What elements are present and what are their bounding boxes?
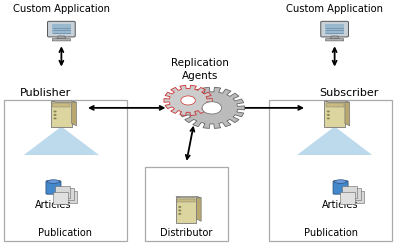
Circle shape: [178, 209, 181, 211]
FancyBboxPatch shape: [346, 188, 361, 200]
FancyBboxPatch shape: [321, 21, 348, 37]
FancyBboxPatch shape: [145, 167, 228, 241]
Polygon shape: [164, 85, 212, 116]
FancyBboxPatch shape: [269, 100, 392, 241]
Circle shape: [53, 114, 57, 116]
FancyBboxPatch shape: [324, 101, 345, 127]
FancyBboxPatch shape: [326, 39, 344, 41]
Polygon shape: [324, 101, 350, 102]
Text: Custom Application: Custom Application: [286, 4, 383, 14]
Circle shape: [53, 118, 57, 120]
Ellipse shape: [334, 180, 347, 183]
Text: Articles: Articles: [322, 200, 359, 210]
Polygon shape: [176, 196, 201, 198]
Polygon shape: [72, 101, 76, 126]
FancyBboxPatch shape: [48, 21, 75, 37]
Polygon shape: [24, 126, 99, 155]
Text: Replication
Agents: Replication Agents: [171, 58, 229, 81]
Text: Custom Application: Custom Application: [13, 4, 110, 14]
Ellipse shape: [47, 180, 60, 183]
Text: Subscriber: Subscriber: [319, 88, 378, 98]
FancyBboxPatch shape: [52, 103, 70, 107]
FancyBboxPatch shape: [325, 24, 344, 34]
Circle shape: [178, 206, 181, 208]
Polygon shape: [345, 101, 350, 126]
Circle shape: [53, 111, 57, 113]
Polygon shape: [51, 101, 76, 102]
FancyBboxPatch shape: [52, 24, 71, 34]
FancyBboxPatch shape: [51, 101, 72, 127]
Polygon shape: [179, 87, 245, 128]
FancyBboxPatch shape: [53, 192, 68, 204]
Circle shape: [327, 118, 330, 120]
Text: Publisher: Publisher: [20, 88, 71, 98]
Circle shape: [181, 96, 195, 105]
FancyBboxPatch shape: [46, 181, 61, 194]
FancyBboxPatch shape: [177, 198, 195, 202]
FancyBboxPatch shape: [4, 100, 127, 241]
FancyBboxPatch shape: [176, 196, 196, 223]
FancyBboxPatch shape: [62, 191, 77, 203]
FancyBboxPatch shape: [333, 181, 348, 194]
FancyBboxPatch shape: [52, 39, 70, 41]
FancyBboxPatch shape: [59, 188, 74, 200]
FancyBboxPatch shape: [342, 186, 357, 198]
Polygon shape: [297, 126, 372, 155]
Circle shape: [327, 111, 330, 113]
Text: Publication: Publication: [38, 228, 92, 238]
FancyBboxPatch shape: [349, 191, 364, 203]
Text: Articles: Articles: [35, 200, 72, 210]
FancyBboxPatch shape: [340, 192, 355, 204]
FancyBboxPatch shape: [55, 186, 70, 198]
Polygon shape: [330, 36, 339, 39]
Circle shape: [327, 114, 330, 116]
Circle shape: [178, 213, 181, 215]
Polygon shape: [196, 196, 201, 221]
FancyBboxPatch shape: [326, 103, 344, 107]
Text: Distributor: Distributor: [160, 228, 212, 238]
Polygon shape: [57, 36, 66, 39]
Text: Publication: Publication: [304, 228, 358, 238]
Circle shape: [202, 102, 222, 114]
